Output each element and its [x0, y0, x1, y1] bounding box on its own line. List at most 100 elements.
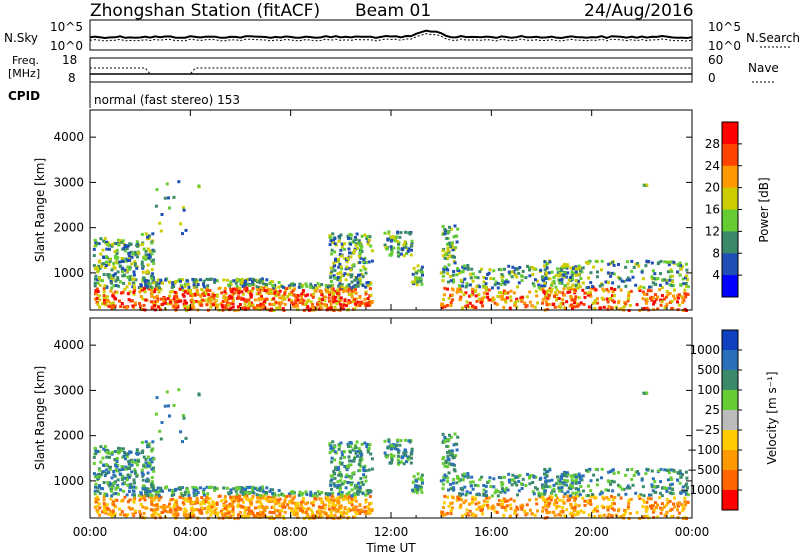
power-cell: [660, 294, 664, 298]
power-cell: [557, 297, 561, 300]
velocity-cell: [276, 498, 280, 502]
velocity-cell: [343, 494, 347, 498]
colorbar-swatch: [722, 330, 738, 351]
velocity-cell: [340, 493, 344, 497]
velocity-cell: [570, 481, 574, 485]
power-cell: [469, 293, 473, 297]
velocity-cell: [102, 507, 106, 510]
power-cell: [127, 251, 131, 255]
velocity-cell: [480, 475, 484, 479]
power-cell: [338, 252, 342, 256]
velocity-cell: [586, 470, 590, 473]
power-cell: [111, 292, 115, 296]
velocity-cell: [528, 508, 532, 512]
velocity-cell: [643, 391, 647, 395]
velocity-cell: [261, 505, 265, 509]
velocity-cell: [448, 462, 452, 466]
power-cell: [329, 276, 333, 280]
velocity-cell: [117, 446, 120, 450]
velocity-cell: [455, 481, 459, 485]
velocity-cell: [565, 508, 569, 512]
power-cell: [134, 278, 138, 282]
velocity-cell: [255, 493, 259, 497]
power-cell: [213, 301, 217, 305]
power-cell: [643, 183, 647, 187]
power-cell: [586, 262, 590, 265]
velocity-cell: [194, 486, 198, 490]
power-cell: [369, 281, 373, 285]
velocity-cell: [465, 508, 469, 512]
velocity-cell: [492, 485, 496, 489]
power-cell: [197, 184, 201, 188]
velocity-cell: [92, 472, 96, 476]
power-cell: [173, 280, 177, 284]
velocity-cell: [276, 509, 280, 513]
velocity-cell: [589, 479, 593, 483]
power-cell: [613, 288, 617, 291]
power-cell: [271, 280, 275, 284]
power-cell: [185, 301, 188, 305]
velocity-cell: [174, 513, 178, 517]
velocity-cell: [450, 462, 454, 466]
power-cell: [347, 266, 351, 270]
power-cell: [465, 300, 469, 304]
power-cell: [577, 264, 581, 268]
velocity-cell: [116, 469, 120, 473]
velocity-cell: [283, 500, 287, 504]
cpid-mode-text: normal (fast stereo) 153: [94, 93, 240, 107]
velocity-cell: [259, 510, 263, 514]
velocity-cell: [94, 500, 98, 504]
power-cell: [577, 296, 581, 300]
power-cell: [683, 307, 687, 311]
velocity-cell: [259, 494, 263, 498]
velocity-cell: [179, 492, 183, 496]
power-cell: [312, 292, 316, 296]
power-cell: [138, 304, 142, 308]
velocity-cell: [543, 492, 547, 496]
power-cell: [305, 284, 309, 288]
velocity-cell: [577, 511, 581, 515]
velocity-cell: [370, 509, 374, 512]
power-cell: [622, 279, 626, 283]
power-cell: [686, 292, 690, 296]
power-cell: [334, 295, 338, 299]
power-cell: [328, 243, 332, 247]
power-cell: [678, 261, 682, 265]
power-cell: [283, 297, 287, 301]
power-cell: [516, 267, 520, 271]
velocity-cell: [111, 450, 115, 454]
velocity-cell: [673, 505, 677, 509]
power-cell: [224, 292, 228, 296]
velocity-cell: [629, 497, 633, 501]
power-cell: [243, 283, 247, 287]
power-cell: [333, 305, 337, 309]
power-cell: [397, 252, 401, 256]
velocity-cell: [487, 496, 491, 500]
power-cell: [127, 298, 131, 302]
power-cell: [548, 260, 552, 264]
velocity-cell: [501, 489, 505, 493]
velocity-cell: [244, 515, 248, 519]
velocity-cell: [462, 501, 466, 505]
power-cell: [95, 287, 99, 291]
power-cell: [556, 267, 559, 271]
power-cell: [592, 265, 596, 269]
power-cell: [108, 257, 112, 261]
velocity-cell: [560, 485, 564, 489]
velocity-cell: [645, 391, 649, 395]
velocity-cell: [306, 501, 310, 505]
velocity-cell: [131, 489, 135, 493]
power-cell: [478, 270, 482, 274]
power-cell: [132, 273, 136, 277]
velocity-cell: [676, 478, 680, 482]
power-cell: [152, 281, 156, 285]
velocity-cell: [393, 447, 397, 451]
power-cell: [313, 284, 317, 288]
power-cell: [329, 302, 333, 306]
velocity-colorbar-tick-label: 500: [697, 363, 720, 377]
velocity-cell: [563, 479, 567, 483]
power-cell: [447, 296, 451, 300]
velocity-cell: [140, 440, 144, 444]
power-cell: [154, 287, 158, 291]
velocity-cell: [547, 496, 551, 500]
